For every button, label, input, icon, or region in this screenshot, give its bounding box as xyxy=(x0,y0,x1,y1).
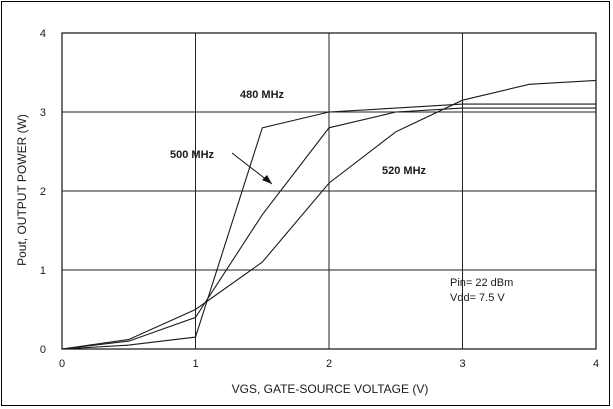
series-group xyxy=(61,79,597,350)
y-tick-label: 3 xyxy=(40,107,46,119)
annotation-pin: Pin= 22 dBm xyxy=(450,277,513,289)
y-tick-label: 0 xyxy=(40,344,46,356)
x-tick-label: 1 xyxy=(192,358,198,370)
x-tick-label: 0 xyxy=(59,358,65,370)
grid xyxy=(61,32,597,350)
y-tick-label: 1 xyxy=(40,265,46,277)
series-label-520: 520 MHz xyxy=(382,165,427,177)
x-tick-label: 3 xyxy=(459,358,465,370)
y-tick-label: 2 xyxy=(40,186,46,198)
x-tick-label: 2 xyxy=(326,358,332,370)
y-tick-label: 4 xyxy=(40,28,46,40)
series-line-2 xyxy=(61,79,597,350)
series-line-1 xyxy=(61,107,596,350)
x-tick-label: 4 xyxy=(593,358,599,370)
x-axis-title: VGS, GATE-SOURCE VOLTAGE (V) xyxy=(232,382,429,396)
y-axis-title: Pout, OUTPUT POWER (W) xyxy=(15,114,29,266)
series-label-500: 500 MHz xyxy=(170,149,215,161)
annotation-vdd: Vdd= 7.5 V xyxy=(450,292,505,304)
series-label-480: 480 MHz xyxy=(240,89,285,101)
label-arrow-head xyxy=(262,175,272,184)
series-line-0 xyxy=(61,103,596,350)
tick-labels: 0 1 2 3 4 0 1 2 3 4 xyxy=(40,28,599,370)
